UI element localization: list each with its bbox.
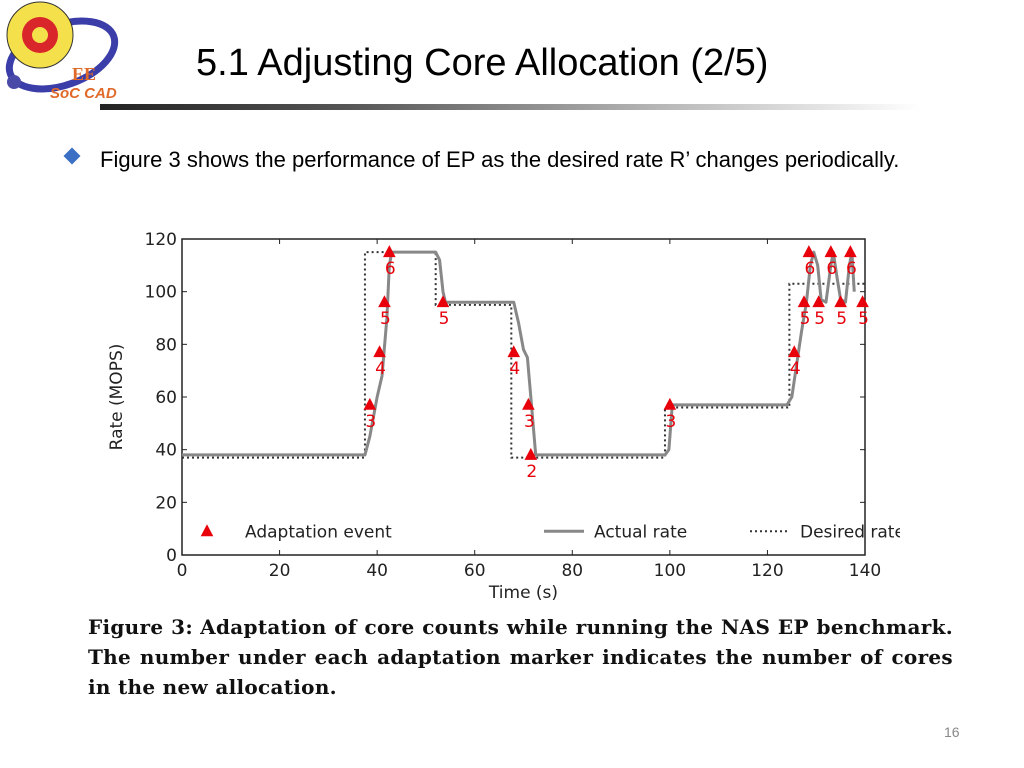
y-tick-label: 100 (145, 283, 177, 303)
figure-caption: Figure 3: Adaptation of core counts whil… (88, 612, 953, 702)
adaptation-event-marker (383, 245, 396, 258)
adaptation-event-marker (844, 245, 857, 258)
caption-label: Figure 3: (88, 615, 194, 639)
core-count-label: 5 (800, 309, 811, 329)
adaptation-event-marker (802, 245, 816, 258)
caption-text: Adaptation of core counts while running … (88, 615, 953, 699)
core-count-label: 4 (509, 359, 520, 379)
adaptation-event-marker (436, 295, 450, 308)
x-tick-label: 0 (177, 561, 188, 581)
y-tick-label: 0 (166, 546, 177, 566)
core-count-label: 5 (858, 309, 869, 329)
core-count-label: 4 (790, 359, 801, 379)
core-count-label: 2 (526, 462, 537, 482)
diamond-bullet-icon (63, 147, 81, 165)
x-tick-label: 140 (849, 561, 881, 581)
x-tick-label: 120 (751, 561, 783, 581)
adaptation-event-marker (797, 295, 811, 308)
core-count-label: 4 (375, 359, 386, 379)
core-count-label: 6 (804, 259, 815, 279)
core-count-label: 3 (365, 412, 376, 432)
adaptation-event-marker (373, 345, 386, 358)
page-number: 16 (944, 724, 960, 740)
core-count-label: 3 (524, 412, 535, 432)
x-tick-label: 20 (269, 561, 291, 581)
core-count-label: 5 (439, 309, 450, 329)
adaptation-event-marker (507, 345, 521, 358)
adaptation-event-marker (522, 397, 535, 410)
svg-text:SoC CAD: SoC CAD (50, 85, 117, 102)
y-tick-label: 80 (155, 335, 177, 355)
adaptation-event-marker (824, 245, 838, 258)
slide-title: 5.1 Adjusting Core Allocation (2/5) (196, 42, 769, 84)
title-divider (100, 104, 920, 110)
adaptation-event-marker (378, 295, 391, 308)
bullet-text: Figure 3 shows the performance of EP as … (100, 147, 900, 172)
adaptation-event-marker (787, 345, 801, 358)
legend-marker-adaptation (200, 524, 214, 537)
core-count-label: 3 (665, 412, 676, 432)
x-tick-label: 80 (561, 561, 583, 581)
x-tick-label: 40 (366, 561, 388, 581)
adaptation-event-marker (812, 295, 825, 308)
legend-label: Desired rate (800, 522, 900, 542)
university-logo: EE SoC CAD (5, 1, 119, 102)
core-count-label: 5 (380, 309, 391, 329)
core-count-label: 6 (385, 259, 396, 279)
adaptation-event-marker (834, 295, 847, 308)
x-axis-label: Time (s) (488, 583, 558, 603)
adaptation-event-marker (663, 397, 677, 410)
x-tick-label: 100 (654, 561, 686, 581)
legend-label: Adaptation event (245, 522, 392, 542)
core-count-label: 6 (846, 259, 857, 279)
core-count-label: 5 (814, 309, 825, 329)
rate-chart: 0 20 40 60 80 100 120 140 0 20 40 60 80 100 120 Time (s… (107, 230, 900, 603)
x-tick-label: 60 (464, 561, 486, 581)
core-count-label: 6 (826, 259, 837, 279)
y-tick-label: 20 (155, 493, 177, 513)
adaptation-event-marker (524, 447, 538, 460)
y-tick-label: 40 (155, 441, 177, 461)
svg-text:EE: EE (72, 64, 96, 84)
y-axis-label: Rate (MOPS) (107, 344, 127, 451)
legend-label: Actual rate (594, 522, 687, 542)
y-tick-label: 60 (155, 388, 177, 408)
core-count-label: 5 (836, 309, 847, 329)
plot-frame (181, 238, 866, 556)
y-tick-label: 120 (145, 230, 177, 250)
adaptation-event-marker (363, 397, 377, 410)
adaptation-event-marker (856, 295, 869, 308)
